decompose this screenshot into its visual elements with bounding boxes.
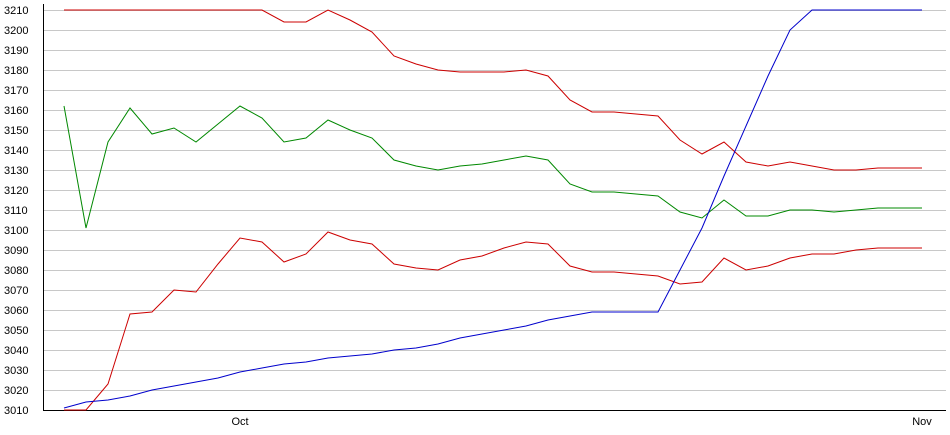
y-tick-label: 3130	[4, 165, 28, 177]
axes	[43, 4, 946, 411]
y-tick-label: 3140	[4, 145, 28, 157]
y-tick-label: 3080	[4, 265, 28, 277]
x-tick-label: Oct	[231, 416, 248, 428]
y-tick-label: 3120	[4, 185, 28, 197]
y-tick-label: 3050	[4, 325, 28, 337]
series-lines	[63, 9, 922, 411]
y-tick-label: 3010	[4, 405, 28, 417]
y-tick-label: 3090	[4, 245, 28, 257]
series-line-0	[64, 9, 922, 171]
y-tick-label: 3170	[4, 85, 28, 97]
series-line-1	[63, 105, 922, 229]
x-tick-label: Nov	[912, 416, 932, 428]
y-tick-label: 3160	[4, 105, 28, 117]
series-line-2	[64, 231, 922, 411]
y-tick-label: 3210	[4, 5, 28, 17]
y-tick-label: 3150	[4, 125, 28, 137]
x-tick-labels: Oct Nov	[231, 416, 932, 428]
y-tick-label: 3110	[4, 205, 28, 217]
y-tick-label: 3100	[4, 225, 28, 237]
gridlines	[43, 10, 946, 411]
y-tick-label: 3040	[4, 345, 28, 357]
y-tick-label: 3060	[4, 305, 28, 317]
series-line-3	[63, 9, 922, 409]
y-tick-label: 3030	[4, 365, 28, 377]
y-tick-label: 3180	[4, 65, 28, 77]
y-tick-label: 3200	[4, 25, 28, 37]
y-tick-label: 3070	[4, 285, 28, 297]
y-tick-labels: 3010 3020 3030 3040 3050 3060 3070 3080 3090 3100…	[4, 5, 28, 417]
y-tick-label: 3020	[4, 385, 28, 397]
y-tick-label: 3190	[4, 45, 28, 57]
